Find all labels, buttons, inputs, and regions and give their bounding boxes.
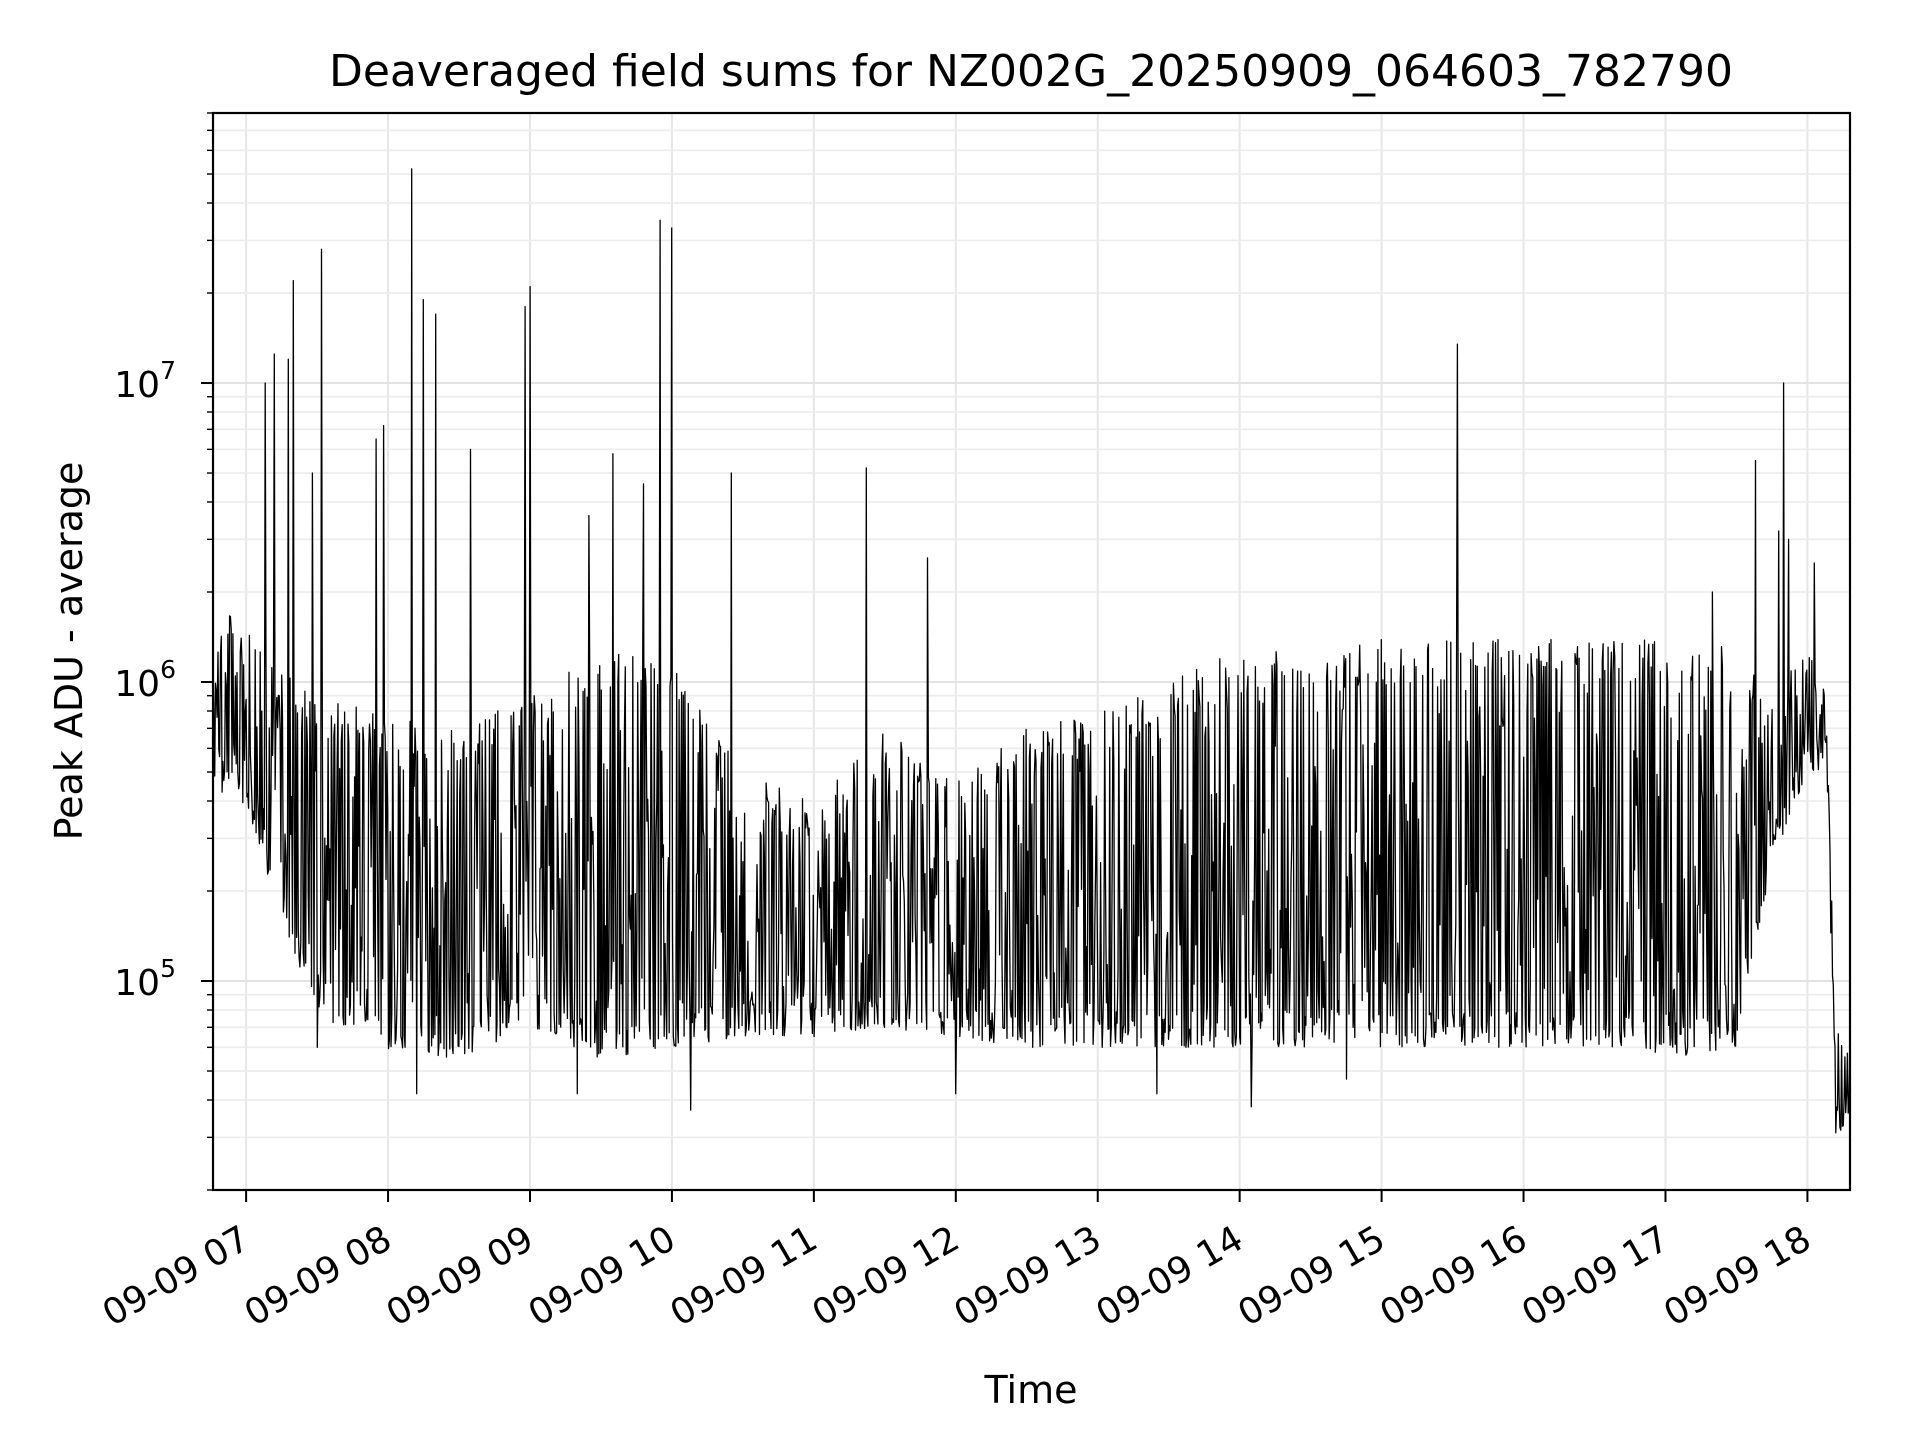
series-line [212,168,1851,1134]
x-tick-label: 09-09 13 [948,1218,1109,1334]
x-tick-label: 09-09 12 [806,1218,967,1334]
plot-frame [211,111,1852,1192]
x-tick-label: 09-09 11 [664,1218,825,1334]
y-tick-label: 107 [114,356,176,406]
x-tick-label: 09-09 09 [380,1218,541,1334]
chart-title: Deaveraged field sums for NZ002G_2025090… [329,46,1733,97]
x-tick-label: 09-09 14 [1089,1218,1250,1334]
x-tick-label: 09-09 15 [1231,1218,1392,1334]
series-layer [212,168,1851,1134]
x-tick-label: 09-09 07 [96,1218,257,1334]
x-axis-label: Time [984,1368,1078,1412]
y-tick-label: 106 [114,655,176,705]
x-tick-label: 09-09 18 [1657,1218,1818,1334]
y-tick-label: 105 [114,954,176,1004]
x-tick-label: 09-09 17 [1515,1218,1676,1334]
x-tick-label: 09-09 10 [522,1218,683,1334]
x-tick-label: 09-09 08 [238,1218,399,1334]
x-tick-label: 09-09 16 [1373,1218,1534,1334]
y-axis-label: Peak ADU - average [47,462,91,841]
